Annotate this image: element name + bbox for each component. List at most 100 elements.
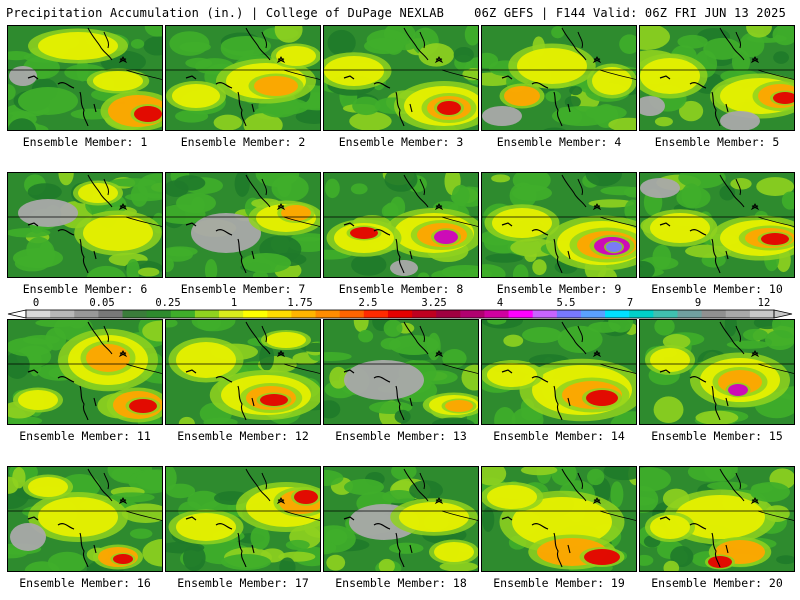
ensemble-member-map: [165, 25, 321, 131]
ensemble-member-map: [481, 172, 637, 278]
ensemble-member-map: [481, 466, 637, 572]
colorbar-tick-label: 4: [496, 297, 504, 309]
precipitation-field: [324, 173, 478, 277]
precipitation-field: [482, 26, 636, 130]
precipitation-field: [166, 26, 320, 130]
colorbar-swatch: [170, 310, 196, 318]
colorbar-swatch: [605, 310, 630, 318]
ensemble-member-label: Ensemble Member: 4: [496, 135, 622, 149]
precipitation-field: [8, 173, 162, 277]
colorbar-swatch: [194, 310, 220, 318]
colorbar-swatch: [749, 310, 775, 318]
colorbar-tick-label: 1: [230, 297, 238, 309]
ensemble-member-map: [639, 466, 795, 572]
ensemble-member-label: Ensemble Member: 5: [654, 135, 780, 149]
precipitation-field: [166, 173, 320, 277]
colorbar-swatch: [291, 310, 317, 318]
model-run-info: 06Z GEFS | F144 Valid: 06Z FRI JUN 13 20…: [474, 6, 786, 20]
colorbar-tick-label: 9: [694, 297, 702, 309]
ensemble-member-map: [165, 466, 321, 572]
ensemble-member-label: Ensemble Member: 3: [338, 135, 464, 149]
precipitation-colorbar: [7, 309, 793, 319]
colorbar-swatch: [677, 310, 703, 318]
colorbar-swatch: [243, 310, 268, 318]
ensemble-member-map: [7, 172, 163, 278]
precipitation-field: [8, 26, 162, 130]
colorbar-swatch: [725, 310, 751, 318]
colorbar-swatch: [339, 310, 365, 318]
colorbar-swatch: [363, 310, 389, 318]
ensemble-member-map: [639, 319, 795, 425]
ensemble-member-map: [7, 25, 163, 131]
ensemble-member-label: Ensemble Member: 1: [22, 135, 148, 149]
colorbar-swatch: [26, 310, 51, 318]
precipitation-field: [166, 467, 320, 571]
ensemble-member-label: Ensemble Member: 18: [335, 576, 467, 590]
precipitation-field: [324, 467, 478, 571]
precipitation-field: [8, 467, 162, 571]
ensemble-member-label: Ensemble Member: 12: [177, 429, 309, 443]
colorbar-max-arrow: [773, 309, 793, 319]
precipitation-field: [640, 173, 794, 277]
colorbar-tick-label: 5.5: [556, 297, 576, 309]
ensemble-member-label: Ensemble Member: 7: [180, 282, 306, 296]
ensemble-member-map: [481, 25, 637, 131]
colorbar-swatch: [532, 310, 558, 318]
colorbar-swatch: [122, 310, 148, 318]
ensemble-member-map: [165, 172, 321, 278]
colorbar-swatch: [387, 310, 413, 318]
precipitation-field: [166, 320, 320, 424]
colorbar-swatch: [412, 310, 437, 318]
colorbar-swatch: [74, 310, 99, 318]
colorbar-swatch: [508, 310, 534, 318]
ensemble-member-map: [323, 25, 479, 131]
ensemble-member-label: Ensemble Member: 11: [19, 429, 151, 443]
colorbar-swatch: [436, 310, 461, 318]
ensemble-member-map: [323, 466, 479, 572]
colorbar-swatch: [315, 310, 341, 318]
colorbar-min-arrow: [7, 309, 27, 319]
ensemble-member-label: Ensemble Member: 2: [180, 135, 306, 149]
ensemble-member-map: [7, 466, 163, 572]
precipitation-field: [8, 320, 162, 424]
colorbar-tick-label: 0: [32, 297, 40, 309]
colorbar-swatch: [460, 310, 485, 318]
ensemble-member-label: Ensemble Member: 16: [19, 576, 151, 590]
colorbar-tick-label: 12: [757, 297, 771, 309]
colorbar-tick-label: 0.05: [89, 297, 115, 309]
ensemble-member-label: Ensemble Member: 10: [651, 282, 783, 296]
ensemble-member-label: Ensemble Member: 13: [335, 429, 467, 443]
colorbar-tick-label: 3.25: [421, 297, 447, 309]
precipitation-field: [640, 467, 794, 571]
colorbar-swatch: [653, 310, 678, 318]
precipitation-field: [640, 26, 794, 130]
colorbar-swatch: [219, 310, 244, 318]
ensemble-member-label: Ensemble Member: 19: [493, 576, 625, 590]
ensemble-member-map: [7, 319, 163, 425]
ensemble-member-map: [639, 25, 795, 131]
ensemble-member-label: Ensemble Member: 20: [651, 576, 783, 590]
colorbar-swatch: [146, 310, 172, 318]
ensemble-member-label: Ensemble Member: 9: [496, 282, 622, 296]
colorbar-swatch: [580, 310, 606, 318]
precipitation-field: [324, 26, 478, 130]
colorbar-swatch: [98, 310, 124, 318]
precipitation-field: [324, 320, 478, 424]
ensemble-member-label: Ensemble Member: 17: [177, 576, 309, 590]
ensemble-member-map: [639, 172, 795, 278]
ensemble-member-label: Ensemble Member: 15: [651, 429, 783, 443]
colorbar-swatch: [484, 310, 510, 318]
ensemble-member-map: [323, 172, 479, 278]
colorbar-tick-label: 2.5: [358, 297, 378, 309]
colorbar-tick-labels: 0 0.05 0.25 1 1.75 2.5 3.25 4 5.5 7 9 12: [0, 297, 800, 309]
ensemble-member-label: Ensemble Member: 8: [338, 282, 464, 296]
precipitation-field: [482, 320, 636, 424]
colorbar-tick-label: 1.75: [287, 297, 313, 309]
ensemble-member-map: [165, 319, 321, 425]
ensemble-member-label: Ensemble Member: 14: [493, 429, 625, 443]
precipitation-field: [482, 173, 636, 277]
colorbar-tick-label: 0.25: [155, 297, 181, 309]
precipitation-field: [482, 467, 636, 571]
colorbar-tick-label: 7: [626, 297, 634, 309]
